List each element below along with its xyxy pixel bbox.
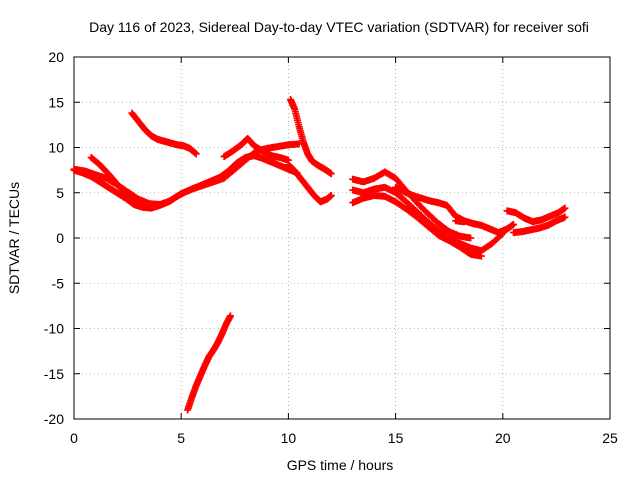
series-arc-early-branch	[87, 153, 138, 206]
data-point	[561, 213, 569, 221]
data-point	[460, 218, 468, 226]
y-tick-label: 20	[48, 49, 64, 65]
x-tick-label: 5	[177, 430, 185, 446]
data-point	[192, 150, 200, 158]
y-tick-label: 15	[48, 94, 64, 110]
data-point	[327, 170, 335, 178]
x-tick-label: 25	[602, 430, 618, 446]
data-point	[327, 191, 335, 199]
series-arc-main-low	[70, 152, 301, 212]
x-axis-label: GPS time / hours	[287, 457, 394, 473]
x-tick-label: 0	[70, 430, 78, 446]
series-arc-right-end	[452, 217, 468, 226]
y-tick-label: 10	[48, 140, 64, 156]
data-point	[561, 204, 569, 212]
y-axis-label: SDTVAR / TECUs	[6, 182, 22, 294]
data-point	[510, 220, 518, 228]
tick-labels: 0 5 10 15 20 25 -20 -15 -10 -5 0 5 10 15 20	[44, 49, 618, 446]
series-arc-peak	[220, 134, 292, 164]
y-tick-label: 0	[56, 230, 64, 246]
plot-frame	[73, 56, 611, 420]
y-tick-label: -15	[44, 366, 64, 382]
y-tick-label: 5	[56, 185, 64, 201]
series-arc-mid-cluster-c	[349, 183, 507, 255]
data-points	[70, 96, 569, 414]
series-arc-spike	[287, 96, 335, 178]
data-point	[227, 312, 235, 320]
series-arc-upper-descending	[128, 109, 200, 158]
series-arc-tail-low	[510, 213, 569, 237]
series-arc-mid-upper	[392, 183, 518, 237]
series-arc-fall-left	[284, 161, 335, 206]
x-tick-label: 10	[281, 430, 297, 446]
series-arc-tail-high	[503, 204, 569, 226]
y-tick-label: -10	[44, 321, 64, 337]
data-point	[129, 197, 137, 205]
x-tick-label: 20	[495, 430, 511, 446]
series-arc-negative	[184, 312, 235, 414]
y-tick-label: -20	[44, 411, 64, 427]
data-point	[467, 234, 475, 242]
grid-lines	[74, 57, 610, 419]
x-tick-label: 15	[388, 430, 404, 446]
y-tick-label: -5	[52, 275, 65, 291]
data-point	[130, 198, 138, 206]
chart-title: Day 116 of 2023, Sidereal Day-to-day VTE…	[89, 19, 589, 35]
